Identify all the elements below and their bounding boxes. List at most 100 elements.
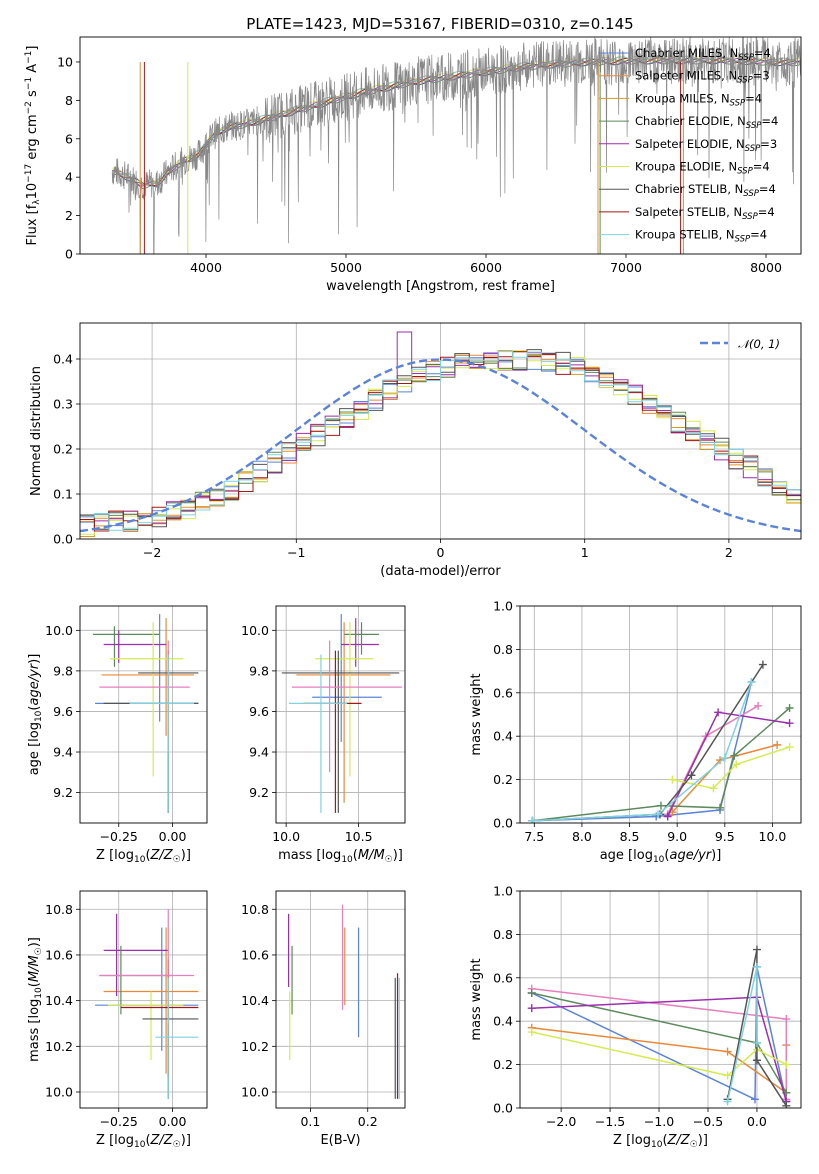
label-part: ☉: [173, 855, 181, 865]
axes-frame: [79, 322, 802, 540]
y-tick-label: 0.2: [53, 442, 73, 457]
label-part: age [log: [27, 722, 42, 775]
x-tick-label: −2: [143, 545, 161, 560]
weight-marker: [663, 812, 672, 821]
y-tick-label: 10.2: [241, 1039, 269, 1054]
axes-frame: [519, 890, 802, 1109]
weight-line: [532, 664, 764, 822]
weight-marker: [785, 719, 794, 728]
axes-age-vs-z: −0.25 0.009.29.49.69.810.0Z [log10(Z/Z☉)]…: [27, 605, 208, 865]
x-tick-label: 0: [437, 545, 445, 560]
y-tick-label: 10.8: [241, 902, 269, 917]
x-tick-label: −1.5: [595, 1114, 625, 1129]
x-axis-label: age [log10(age/yr)]: [600, 848, 722, 865]
legend-entry: Chabrier ELODIE, NSSP=4: [635, 114, 778, 131]
y-tick-label: 10.6: [241, 947, 269, 962]
plot-area: [80, 606, 207, 823]
x-tick-label: −0.25: [100, 1114, 138, 1129]
x-tick-label: 0.0: [747, 1114, 767, 1129]
legend-text: Salpeter MILES, N: [635, 69, 737, 83]
y-tick-label: 10.4: [241, 993, 269, 1008]
y-tick-label: 0.6: [493, 685, 513, 700]
label-part: ]: [25, 46, 40, 51]
plot-area: [80, 891, 207, 1108]
label-part: mass [log: [278, 848, 341, 863]
axes-frame: [79, 36, 802, 255]
label-part: (: [145, 1133, 150, 1148]
y-tick-label: 0.4: [493, 729, 513, 744]
plot-area: [520, 606, 801, 823]
weight-line: [532, 681, 753, 822]
y-tick-label: 0.1: [53, 487, 73, 502]
y-tick-label: 0: [65, 247, 73, 262]
weight-marker: [723, 1047, 732, 1056]
weight-marker: [730, 751, 739, 760]
legend-suffix: =3: [760, 137, 777, 151]
axes-weight-vs-age: 7.5 8.0 8.5 9.0 9.5 10.0 0.0 0.2 0.4 0.6 0.8 1.0 age…: [469, 599, 802, 865]
weight-marker: [785, 743, 794, 752]
label-part: mass weight: [469, 958, 484, 1040]
axes-frame: [275, 605, 406, 824]
axes-age-vs-mass: 10.0 10.5 9.2 9.4 9.6 9.8 10.0 mass [log10(M/M☉…: [241, 605, 406, 865]
axes-frame: [79, 890, 208, 1109]
label-part: mass weight: [469, 673, 484, 755]
label-part: ☉: [690, 1140, 698, 1150]
y-axis-label: Normed distribution: [29, 366, 44, 496]
x-tick-label: −0.25: [100, 829, 138, 844]
label-part: )]: [27, 654, 42, 664]
x-tick-label: 0.00: [159, 1114, 187, 1129]
y-tick-label: 10.0: [241, 623, 269, 638]
marks: [288, 904, 400, 1099]
weight-marker: [752, 1038, 761, 1047]
y-tick-label: 9.2: [53, 785, 73, 800]
weight-marker: [782, 1060, 791, 1069]
y-tick-label: 0.3: [53, 397, 73, 412]
x-tick-label: −1: [287, 545, 305, 560]
plot-area: [520, 891, 801, 1108]
x-tick-label: 8.5: [620, 829, 640, 844]
axes-mass-vs-ebv: 0.1 0.2 10.0 10.2 10.4 10.6 10.8 E(B-V): [241, 890, 406, 1148]
x-axis-label: Z [log10(Z/Z☉)]: [96, 848, 191, 865]
axes-frame: [275, 890, 406, 1109]
label-part: 10: [134, 1140, 146, 1150]
weight-marker: [668, 775, 677, 784]
legend-entry: Salpeter STELIB, NSSP=4: [635, 205, 775, 222]
legend-subscript: SSP: [746, 121, 762, 131]
y-tick-label: 0.8: [493, 642, 513, 657]
marks: [281, 614, 403, 813]
label-part: λ: [32, 199, 42, 205]
label-part: ☉: [385, 855, 393, 865]
x-tick-label: −2.0: [546, 1114, 576, 1129]
legend-subscript: SSP: [743, 189, 759, 199]
x-tick-label: 0.1: [300, 1114, 320, 1129]
weight-marker: [656, 801, 665, 810]
grid: [80, 891, 207, 1108]
y-tick-label: 9.4: [53, 745, 73, 760]
histogram-step-line: [80, 350, 801, 531]
grid: [80, 323, 801, 539]
normal-curve: [80, 358, 801, 533]
label-part: E(B-V): [320, 1133, 360, 1148]
plot-area: [80, 323, 801, 539]
y-tick-label: 1.0: [493, 884, 513, 899]
label-part: 10: [341, 855, 353, 865]
x-tick-label: 9.5: [715, 829, 735, 844]
y-tick-label: 4: [65, 170, 73, 185]
legend-suffix: =4: [758, 205, 775, 219]
x-axis-label: Z [log10(Z/Z☉)]: [96, 1133, 191, 1150]
y-tick-label: 9.2: [249, 785, 269, 800]
axes-histogram: −2 −1 0 1 2 0.0 0.1 0.2 0.3 0.4 𝒩(0, 1) (data-model…: [29, 322, 802, 579]
weight-marker: [750, 1095, 759, 1104]
y-tick-label: 10.0: [45, 1085, 73, 1100]
figure-title: PLATE=1423, MJD=53167, FIBERID=0310, z=0…: [246, 15, 633, 33]
x-tick-label: 1: [581, 545, 589, 560]
y-tick-label: 10.6: [45, 947, 73, 962]
histogram-step-line: [80, 350, 801, 537]
legend-suffix: =4: [745, 91, 762, 105]
legend-text: Kroupa MILES, N: [635, 91, 730, 105]
label-part: 10: [134, 855, 146, 865]
histogram-step-line: [80, 351, 801, 532]
x-tick-label: 0.2: [358, 1114, 378, 1129]
